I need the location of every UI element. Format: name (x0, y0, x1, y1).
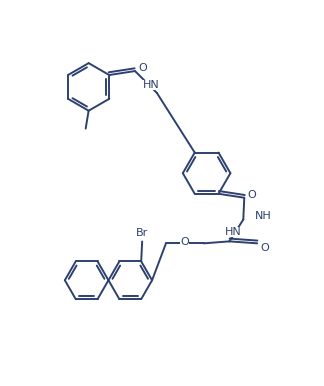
Text: HN: HN (143, 80, 160, 90)
Text: Br: Br (136, 228, 148, 238)
Text: O: O (180, 237, 189, 247)
Text: HN: HN (225, 227, 241, 237)
Text: O: O (248, 190, 257, 200)
Text: O: O (139, 63, 147, 73)
Text: NH: NH (255, 211, 272, 220)
Text: O: O (261, 243, 270, 253)
